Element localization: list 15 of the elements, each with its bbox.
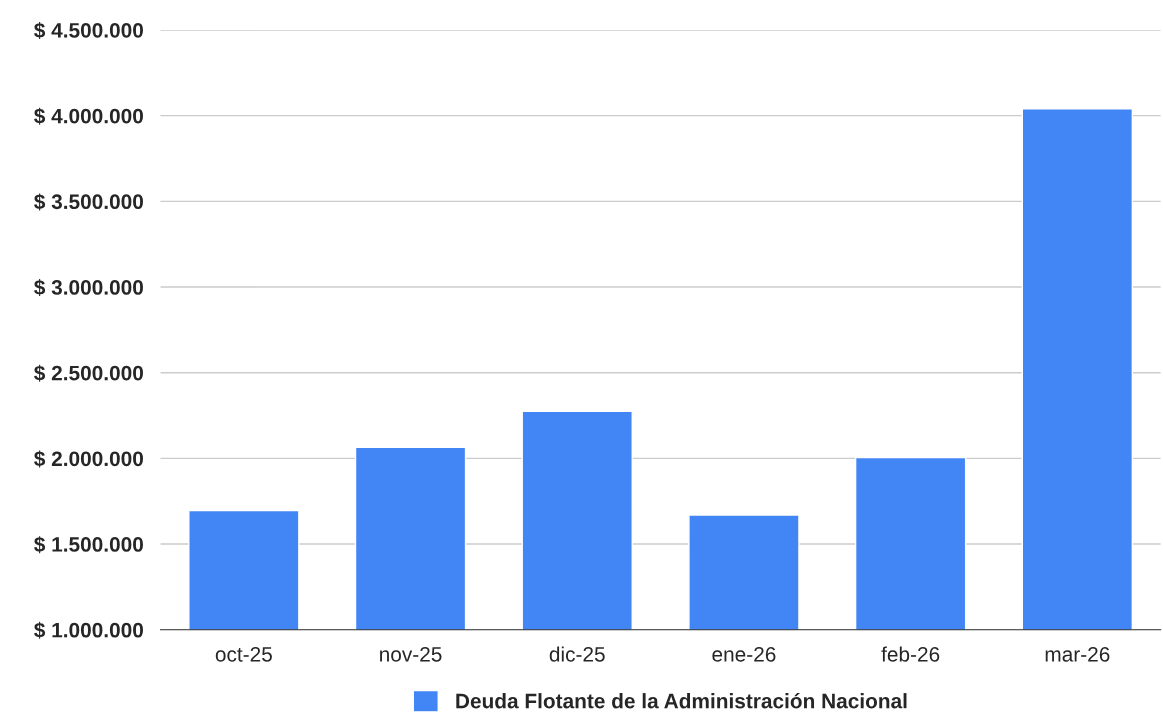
x-tick-label: nov-25: [380, 646, 442, 662]
y-tick-label: $ 3.000.000: [34, 279, 143, 297]
y-tick-label: $ 4.000.000: [34, 107, 143, 125]
x-tick-label: oct-25: [215, 646, 272, 662]
x-tick-label: mar-26: [1045, 646, 1110, 662]
y-tick-label: $ 1.500.000: [34, 536, 143, 554]
y-tick-label: $ 3.500.000: [34, 193, 143, 211]
y-tick-label: $ 2.500.000: [34, 364, 143, 382]
y-tick-label: $ 1.000.000: [34, 621, 143, 639]
x-tick-label: feb-26: [881, 646, 940, 662]
x-tick-label: dic-25: [549, 646, 605, 662]
y-tick-label: $ 4.500.000: [34, 22, 143, 40]
x-tick-label: ene-26: [712, 646, 776, 662]
y-tick-label: $ 2.000.000: [34, 450, 143, 468]
legend-label: Deuda Flotante de la Administración Nacional: [456, 692, 907, 709]
